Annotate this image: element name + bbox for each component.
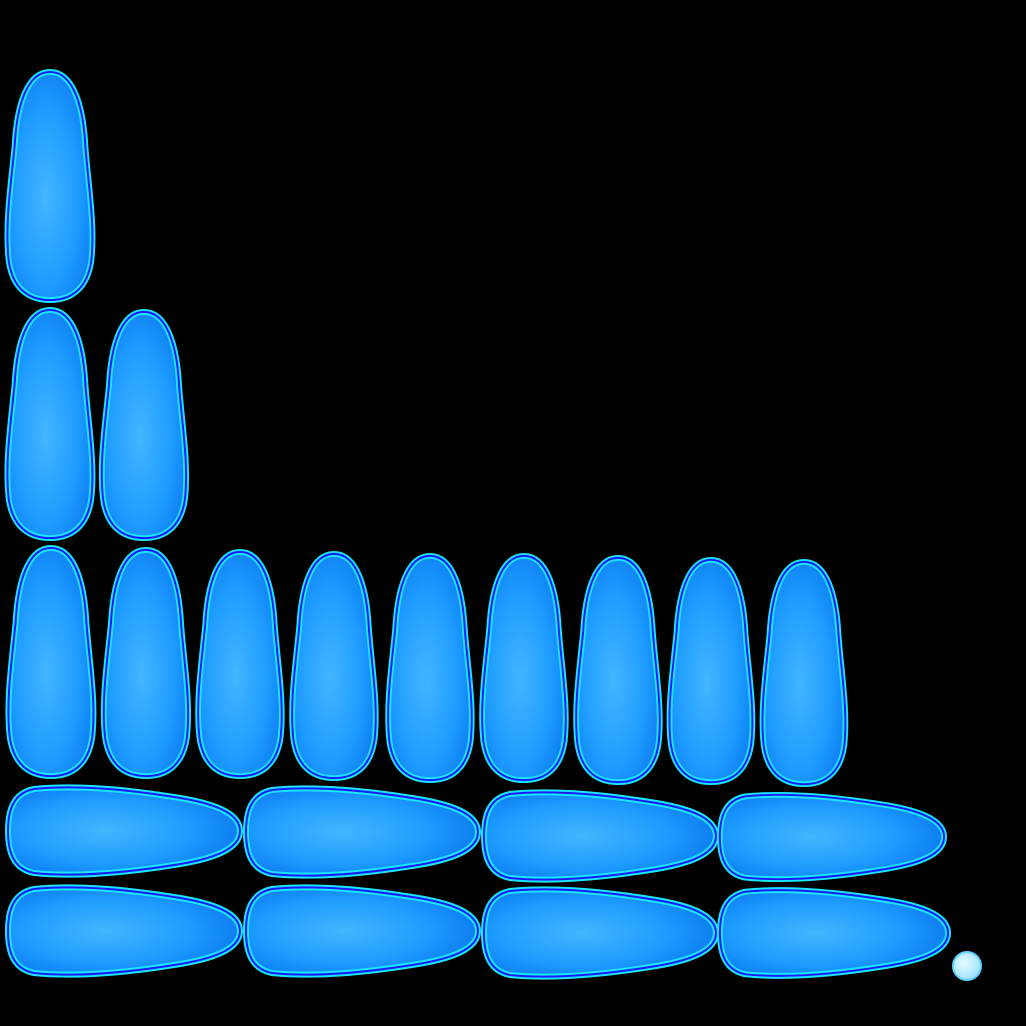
horizontal-droplet (246, 887, 478, 974)
vertical-droplet (762, 562, 845, 784)
small-bubble (952, 951, 982, 981)
vertical-droplet (576, 558, 660, 782)
horizontal-droplet (484, 792, 716, 879)
vertical-droplet-row-1 (7, 72, 92, 300)
vertical-droplet (102, 312, 186, 538)
horizontal-droplet (246, 788, 478, 875)
vertical-droplet-row-3 (8, 548, 845, 784)
vertical-droplet (104, 550, 188, 776)
horizontal-droplet (720, 890, 948, 976)
horizontal-droplet (484, 889, 716, 976)
vertical-droplet (7, 310, 92, 538)
horizontal-droplet-row-1 (8, 787, 944, 879)
vertical-droplet (8, 548, 93, 776)
horizontal-droplet (8, 787, 240, 874)
horizontal-droplet (720, 795, 944, 879)
horizontal-droplet-row-2 (8, 887, 948, 976)
vertical-droplet (292, 554, 376, 778)
vertical-droplet (388, 556, 472, 780)
vertical-droplet (7, 72, 92, 300)
vertical-droplet (669, 560, 752, 782)
vertical-droplet (482, 556, 566, 780)
horizontal-droplet (8, 887, 240, 974)
vertical-droplet-row-2 (7, 310, 186, 538)
vertical-droplet (198, 552, 282, 776)
